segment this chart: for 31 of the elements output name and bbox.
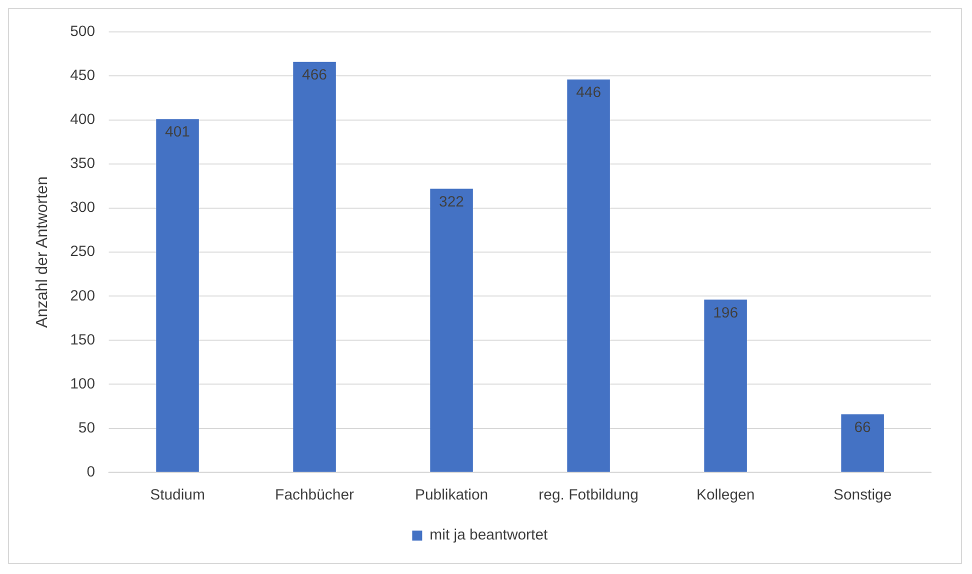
y-tick-label: 200 (70, 287, 96, 304)
data-label: 322 (439, 193, 464, 210)
y-tick-label: 500 (70, 23, 96, 40)
data-label: 401 (165, 124, 190, 141)
y-tick-label: 50 (78, 419, 96, 436)
legend-label: mit ja beantwortet (430, 526, 549, 544)
bar (293, 62, 336, 472)
x-tick-label: Kollegen (696, 486, 755, 504)
y-tick-label: 100 (70, 375, 96, 392)
bar (841, 414, 884, 472)
y-tick-label: 150 (70, 331, 96, 348)
bar (704, 300, 747, 472)
x-tick-label: reg. Fotbildung (538, 486, 638, 504)
bar (567, 79, 610, 472)
x-tick-label: Studium (150, 486, 205, 504)
x-tick-label: Publikation (414, 486, 488, 504)
y-tick-label: 0 (86, 463, 96, 480)
data-label: 446 (576, 84, 602, 102)
bar (430, 188, 473, 472)
x-tick-label: Sonstige (833, 486, 892, 504)
bar (156, 119, 199, 472)
data-label: 196 (713, 304, 738, 322)
data-label: 66 (854, 418, 871, 436)
y-tick-label: 300 (70, 199, 96, 216)
y-tick-label: 250 (70, 243, 96, 260)
y-tick-label: 400 (70, 111, 96, 128)
x-tick-label: Fachbücher (275, 486, 354, 504)
y-axis-title: Anzahl der Antworten (34, 176, 51, 328)
y-tick-label: 350 (70, 155, 96, 172)
y-tick-label: 450 (70, 67, 96, 84)
data-label: 466 (302, 66, 328, 84)
